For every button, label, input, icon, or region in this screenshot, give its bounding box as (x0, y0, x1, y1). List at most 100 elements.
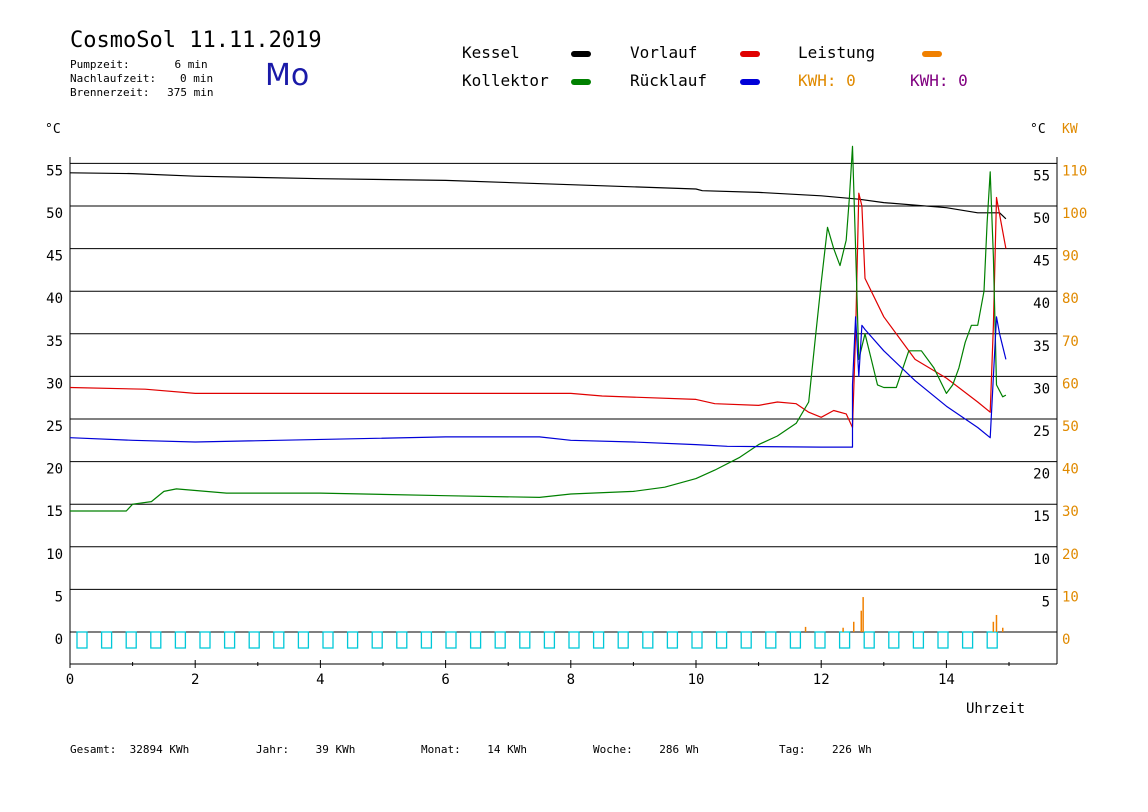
marker-box (691, 631, 703, 649)
marker-boxes (76, 631, 998, 649)
y2-tick-label: 10 (1062, 589, 1079, 605)
marker-box (592, 631, 605, 649)
marker-box (543, 631, 556, 649)
tick-labels: 0510152025303540455055510152025303540455… (46, 163, 1087, 688)
y2-tick-label: 80 (1062, 291, 1079, 307)
footer-gesamt: Gesamt: 32894 KWh (70, 743, 189, 756)
footer-woche: Woche: 286 Wh (593, 743, 699, 756)
legend-kessel-label: Kessel (462, 43, 520, 62)
y-tick-label: 50 (46, 206, 63, 222)
x-tick-label: 4 (316, 672, 324, 688)
marker-box (346, 631, 359, 649)
legend-leistung-swatch (922, 51, 942, 57)
legend-vorlauf-swatch (740, 51, 760, 57)
legend-vorlauf-label: Vorlauf (630, 43, 698, 62)
y2-tick-label: 40 (1062, 462, 1079, 478)
marker-box (937, 631, 949, 649)
x-tick-label: 8 (567, 672, 575, 688)
marker-box (248, 631, 260, 649)
marker-box (100, 631, 113, 649)
stat-label: Brennerzeit: (70, 86, 150, 99)
x-tick-label: 12 (813, 672, 830, 688)
x-tick-label: 10 (688, 672, 705, 688)
marker-box (420, 631, 433, 649)
chart-axes (69, 157, 1058, 665)
series-line-kessel (69, 172, 1007, 220)
marker-box (666, 631, 679, 649)
y-right-tick-label: 30 (1033, 381, 1050, 397)
footer-label: Gesamt: (70, 743, 117, 756)
x-tick-label: 6 (441, 672, 449, 688)
y2-tick-label: 60 (1062, 376, 1079, 392)
marker-box (223, 631, 236, 649)
marker-box (125, 631, 137, 649)
y-right-tick-label: 20 (1033, 467, 1050, 483)
series-line-kollektor (70, 145, 1007, 512)
legend-ruecklauf-label: Rücklauf (630, 71, 708, 90)
leistung-bars (804, 597, 1004, 632)
marker-box (888, 631, 900, 649)
footer-tag: Tag: 226 Wh (779, 743, 872, 756)
y-right-tick-label: 35 (1033, 339, 1050, 355)
y-tick-label: 5 (55, 589, 63, 605)
brennerzeit-stat: Brennerzeit: 375 min (70, 86, 213, 99)
footer-label: Jahr: (256, 743, 290, 756)
footer-monat: Monat: 14 KWh (421, 743, 527, 756)
marker-box (174, 631, 187, 649)
marker-box (519, 631, 531, 649)
y2-tick-label: 110 (1062, 163, 1087, 179)
footer-label: Tag: (779, 743, 806, 756)
footer-value: 14 KWh (487, 743, 527, 756)
marker-box (494, 631, 506, 649)
y-right-tick-label: 5 (1042, 594, 1050, 610)
footer-value: 286 Wh (659, 743, 699, 756)
marker-box (150, 631, 162, 649)
marker-box (838, 631, 851, 649)
y-right-tick-label: 10 (1033, 552, 1050, 568)
x-tick-label: 0 (66, 672, 74, 688)
marker-box (740, 631, 752, 649)
marker-box (396, 631, 408, 649)
footer-value: 39 KWh (315, 743, 356, 756)
y2-tick-label: 30 (1062, 504, 1079, 520)
y-tick-label: 35 (46, 334, 63, 350)
footer-value: 226 Wh (832, 743, 872, 756)
grid-lines (70, 162, 1057, 633)
y-tick-label: 20 (46, 462, 63, 478)
footer-jahr: Jahr: 39 KWh (256, 743, 355, 756)
marker-box (568, 631, 580, 649)
weekday-label: Mo (265, 58, 310, 93)
marker-box (863, 631, 875, 649)
y-tick-label: 30 (46, 376, 63, 392)
page-title: CosmoSol 11.11.2019 (70, 28, 322, 53)
stat-label: Nachlaufzeit: (70, 72, 157, 85)
footer-label: Woche: (593, 743, 633, 756)
x-axis-label: Uhrzeit (966, 701, 1026, 717)
y2-tick-label: 0 (1062, 632, 1070, 648)
right-axis-unit: °C (1030, 122, 1046, 137)
y-tick-label: 25 (46, 419, 63, 435)
marker-box (273, 631, 285, 649)
y-right-tick-label: 15 (1033, 509, 1050, 525)
series-line-ruecklauf (69, 316, 1007, 448)
legend-kwh-solar: KWH: 0 (798, 71, 856, 90)
marker-box (814, 631, 826, 649)
marker-box (445, 631, 457, 649)
legend-leistung-label: Leistung (798, 43, 876, 62)
legend-kollektor-swatch (571, 79, 591, 85)
y-tick-label: 40 (46, 291, 63, 307)
footer-value: 32894 KWh (129, 743, 190, 756)
left-axis-unit: °C (45, 122, 61, 137)
y2-tick-label: 50 (1062, 419, 1079, 435)
marker-box (76, 631, 88, 649)
stat-value: 375 min (167, 86, 214, 99)
nachlaufzeit-stat: Nachlaufzeit: 0 min (70, 72, 213, 85)
marker-box (371, 631, 383, 649)
stat-value: 6 min (174, 58, 208, 71)
marker-box (986, 631, 998, 649)
y-tick-label: 45 (46, 249, 63, 265)
y2-tick-label: 90 (1062, 249, 1079, 265)
y-tick-label: 15 (46, 504, 63, 520)
y-tick-label: 0 (55, 632, 63, 648)
right-axis-unit-kw: KW (1062, 122, 1078, 137)
